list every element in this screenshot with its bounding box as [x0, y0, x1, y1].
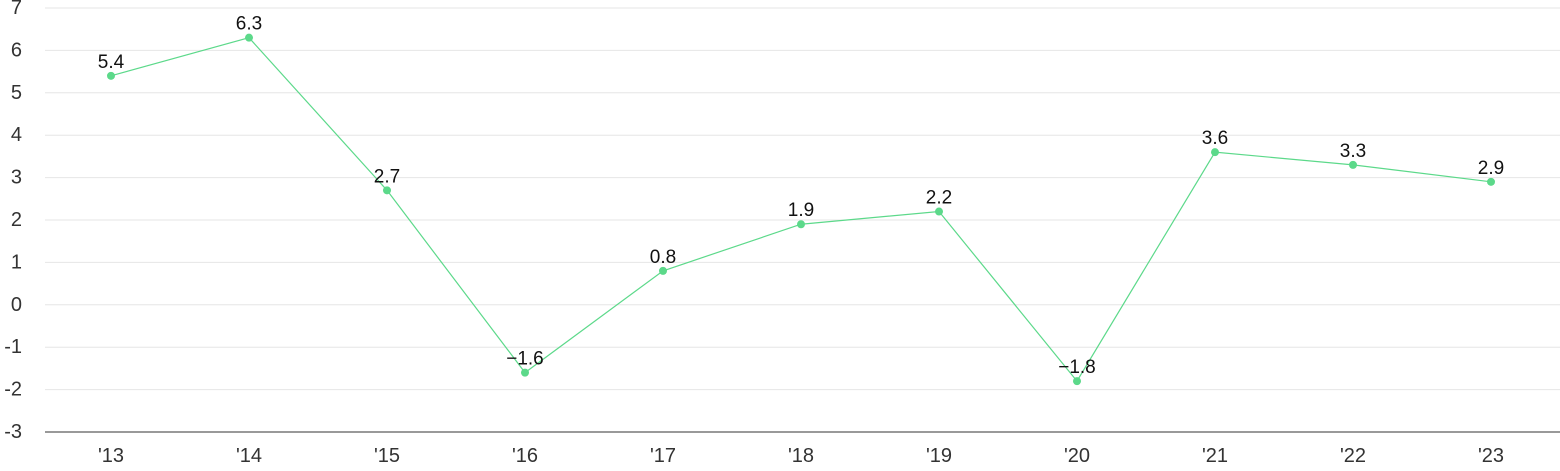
data-point — [659, 266, 667, 275]
x-tick-label: '16 — [512, 445, 538, 467]
data-label: 5.4 — [98, 52, 125, 73]
y-tick-label: 0 — [11, 294, 22, 316]
data-point — [797, 220, 805, 229]
x-tick-label: '14 — [236, 445, 262, 467]
y-tick-label: -1 — [4, 336, 22, 358]
x-tick-label: '20 — [1064, 445, 1090, 467]
x-tick-label: '22 — [1340, 445, 1366, 467]
data-label: 2.7 — [374, 166, 400, 187]
data-point — [107, 71, 115, 80]
y-tick-label: 7 — [11, 0, 22, 19]
data-point — [383, 186, 391, 195]
data-point — [521, 368, 529, 377]
x-tick-label: '17 — [650, 445, 676, 467]
x-tick-label: '19 — [926, 445, 952, 467]
data-label: 2.9 — [1478, 158, 1504, 179]
y-tick-label: 3 — [11, 167, 22, 189]
data-label: 0.8 — [650, 247, 676, 268]
data-label: 1.9 — [788, 200, 814, 221]
y-tick-label: -3 — [4, 421, 22, 443]
series-layer — [107, 33, 1495, 386]
data-point — [935, 207, 943, 216]
x-tick-label: '23 — [1478, 445, 1504, 467]
data-point — [1349, 160, 1357, 169]
data-label: 3.6 — [1202, 128, 1228, 149]
data-label: 2.2 — [926, 188, 952, 209]
data-point — [1487, 177, 1495, 186]
x-axis: '13 '14 '15 '16 '17 '18 '19 '20 '21 '22 '23 — [98, 445, 1504, 467]
data-label: 3.3 — [1340, 141, 1366, 162]
y-tick-label: 6 — [11, 39, 22, 61]
grid-layer — [45, 7, 1560, 433]
x-tick-label: '15 — [374, 445, 400, 467]
data-label: −1.6 — [506, 349, 544, 370]
y-tick-label: 1 — [11, 251, 22, 273]
y-tick-label: 5 — [11, 82, 22, 104]
y-tick-label: 2 — [11, 209, 22, 231]
y-tick-label: -2 — [4, 379, 22, 401]
data-label: 6.3 — [236, 14, 262, 35]
data-labels: 5.4 6.3 2.7 −1.6 0.8 1.9 2.2 −1.8 3.6 3.3 2.9 — [98, 14, 1504, 378]
x-tick-label: '18 — [788, 445, 814, 467]
x-tick-label: '21 — [1202, 445, 1228, 467]
data-label: −1.8 — [1058, 357, 1096, 378]
data-point — [245, 33, 253, 42]
data-point — [1073, 377, 1081, 386]
x-tick-label: '13 — [98, 445, 124, 467]
y-axis: 7 6 5 4 3 2 1 0 -1 -2 -3 — [4, 0, 22, 443]
y-tick-label: 4 — [11, 124, 22, 146]
data-point — [1211, 148, 1219, 157]
